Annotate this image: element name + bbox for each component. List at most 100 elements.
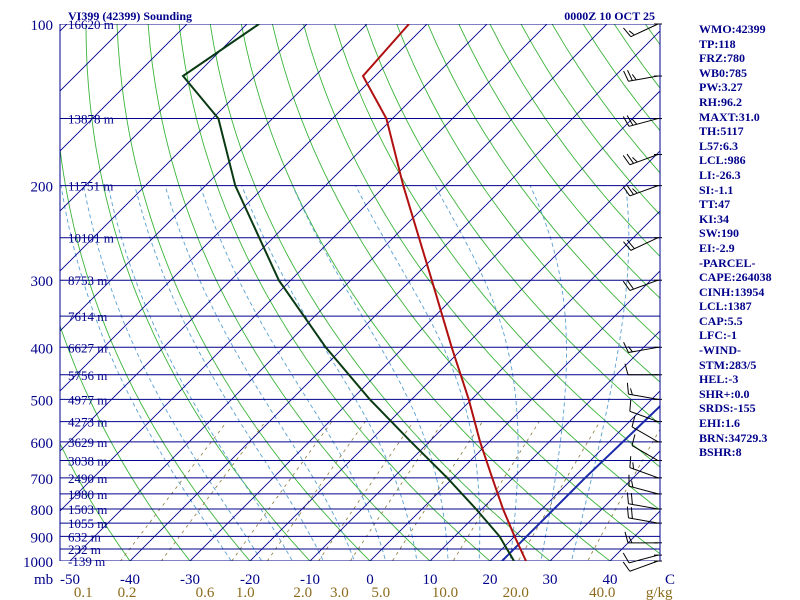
- dry-adiabat: [396, 24, 660, 383]
- wind-barb-flag: [622, 280, 631, 291]
- height-label: 3038 m: [68, 454, 107, 469]
- wind-barb-flag: [630, 388, 633, 395]
- temperature-tick-label: -10: [300, 572, 320, 588]
- wind-barb: [622, 552, 662, 564]
- wind-barb-flag: [624, 363, 629, 375]
- index-line: -WIND-: [699, 343, 741, 358]
- index-line: LFC:-1: [699, 328, 737, 343]
- temperature-tick-label: 40: [603, 572, 618, 588]
- wind-barb: [623, 23, 662, 38]
- wind-barb: [623, 341, 662, 354]
- wind-barb-flag: [622, 116, 630, 127]
- moist-adiabat: [570, 185, 630, 561]
- wind-barb-flag: [622, 186, 631, 197]
- index-line: TH:5117: [699, 124, 744, 139]
- wind-barb-flag: [623, 341, 629, 353]
- wind-barb-staff: [628, 503, 659, 510]
- height-label: 2490 m: [68, 471, 107, 486]
- mixing-ratio-label: 0.1: [74, 585, 93, 600]
- pressure-label: 500: [31, 393, 54, 409]
- wind-barb-flag: [632, 462, 635, 469]
- temperature-tick-label: 0: [366, 572, 374, 588]
- wind-barb-staff: [628, 554, 659, 564]
- wind-barb: [622, 560, 662, 572]
- mixing-ratio-line: [318, 421, 414, 561]
- moist-adiabat: [164, 185, 355, 561]
- wind-barb-flag: [629, 456, 632, 468]
- mixing-ratio-label: 5.0: [371, 585, 390, 600]
- wind-barb-flag: [628, 30, 635, 36]
- mixing-ratio-label: 0.2: [118, 585, 137, 600]
- moist-adiabat: [241, 185, 418, 561]
- height-label: 1055 m: [68, 516, 107, 531]
- isotherm: [60, 24, 188, 152]
- height-label: 5756 m: [68, 368, 107, 383]
- index-line: L57:6.3: [699, 138, 738, 153]
- height-label: 7614 m: [68, 309, 107, 324]
- height-label: 4977 m: [68, 392, 107, 407]
- index-line: SHR+:0.0: [699, 386, 750, 401]
- wind-barb: [622, 184, 662, 197]
- wind-barb-flag: [631, 434, 636, 446]
- wind-barb-flag: [630, 507, 633, 519]
- moist-adiabat: [434, 185, 519, 561]
- pressure-label: 200: [31, 180, 54, 196]
- height-label: 3629 m: [68, 435, 107, 450]
- dry-adiabat: [60, 442, 131, 561]
- isotherm: [249, 150, 660, 561]
- dry-adiabat: [209, 24, 551, 561]
- moist-adiabat: [355, 185, 481, 561]
- height-label: 10101 m: [68, 231, 114, 246]
- isotherm: [60, 24, 368, 332]
- temperature-tick-label: 30: [543, 572, 558, 588]
- isotherm: [309, 210, 660, 561]
- index-line: RH:96.2: [699, 94, 742, 109]
- index-line: HEL:-3: [699, 372, 739, 387]
- wind-barb-staff: [631, 426, 659, 443]
- wind-barb-flag: [631, 74, 637, 81]
- pressure-label: 1000: [23, 555, 53, 571]
- chart-time: 0000Z 10 OCT 25: [564, 9, 655, 23]
- index-line: TT:47: [699, 197, 731, 212]
- wind-barbs: [622, 23, 662, 572]
- dry-adiabat: [303, 24, 660, 511]
- wind-barb: [629, 456, 662, 479]
- wind-barb: [628, 474, 662, 495]
- wind-barb-staff: [631, 445, 659, 461]
- wind-barb-flag: [631, 415, 636, 427]
- wind-barb-staff: [628, 517, 659, 524]
- moist-adiabat: [529, 185, 567, 561]
- index-line: BSHR:8: [699, 445, 742, 460]
- wind-barb-staff: [630, 23, 659, 38]
- wind-barb-flag: [622, 155, 631, 166]
- moist-adiabat: [199, 185, 387, 561]
- index-line: CINH:13954: [699, 284, 765, 299]
- wind-barb: [631, 434, 662, 462]
- index-line: STM:283/5: [699, 357, 757, 372]
- wind-barb-staff: [629, 185, 659, 197]
- index-line: PW:3.27: [699, 80, 743, 95]
- mixing-ratio-label: 3.0: [330, 585, 349, 600]
- dry-adiabat: [458, 24, 660, 299]
- dry-adiabat: [427, 24, 660, 341]
- wind-barb-staff: [628, 485, 659, 495]
- index-line: BRN:34729.3: [699, 430, 768, 445]
- wind-barb: [626, 492, 662, 510]
- chart-grid: [60, 24, 660, 561]
- wind-barb-flag: [623, 70, 629, 82]
- wind-barb-staff: [629, 279, 659, 291]
- height-label: 16620 m: [68, 17, 114, 32]
- wind-barb-staff: [628, 346, 659, 354]
- wind-barb-flag: [632, 157, 638, 163]
- wind-barb: [631, 415, 662, 443]
- isotherm: [60, 24, 488, 452]
- moist-adiabat: [134, 185, 324, 561]
- index-line: LCL:986: [699, 153, 746, 168]
- dry-adiabat: [60, 324, 191, 561]
- isotherm: [549, 450, 660, 561]
- index-line: EI:-2.9: [699, 240, 735, 255]
- dewpoint-profile-line: [181, 24, 515, 561]
- wind-barb-staff: [629, 410, 659, 423]
- mixing-ratio-label: g/kg: [646, 585, 673, 600]
- mixing-ratio-label: 0.6: [196, 585, 215, 600]
